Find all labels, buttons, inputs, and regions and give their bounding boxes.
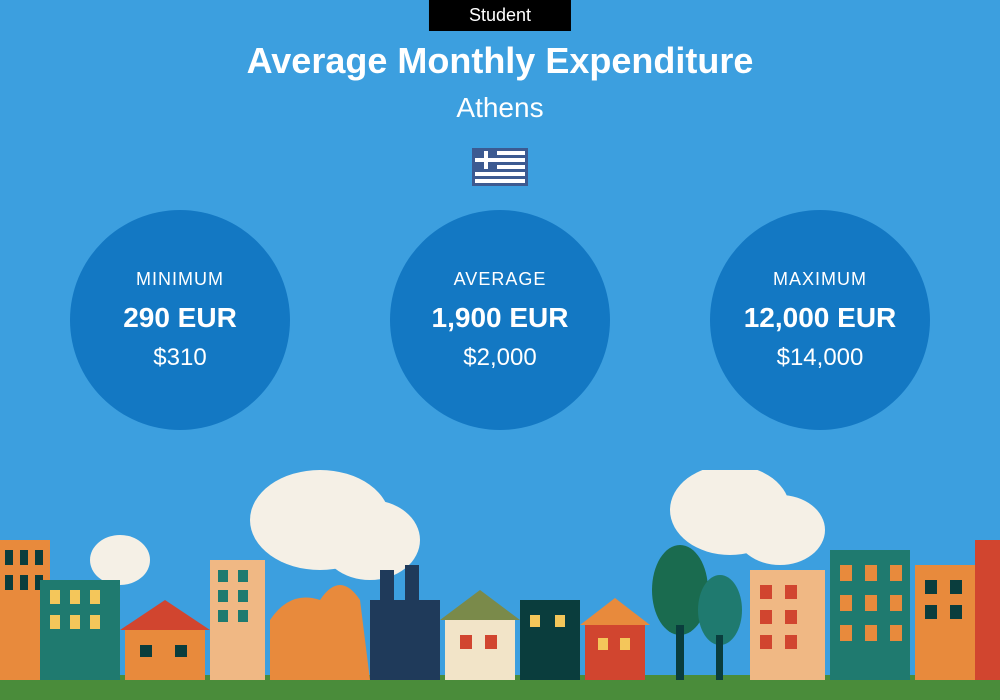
card-label: MINIMUM xyxy=(136,269,224,290)
category-badge: Student xyxy=(429,0,571,31)
city-name: Athens xyxy=(0,92,1000,124)
card-usd: $2,000 xyxy=(463,344,536,372)
card-eur: 1,900 EUR xyxy=(432,302,569,334)
badge-text: Student xyxy=(469,5,531,25)
card-eur: 12,000 EUR xyxy=(744,302,897,334)
page-title: Average Monthly Expenditure xyxy=(0,40,1000,82)
card-eur: 290 EUR xyxy=(123,302,237,334)
card-average: AVERAGE 1,900 EUR $2,000 xyxy=(390,210,610,430)
card-label: MAXIMUM xyxy=(773,269,867,290)
card-usd: $14,000 xyxy=(777,344,864,372)
cityscape-illustration xyxy=(0,470,1000,700)
expenditure-cards: MINIMUM 290 EUR $310 AVERAGE 1,900 EUR $… xyxy=(0,210,1000,430)
card-usd: $310 xyxy=(153,344,206,372)
card-maximum: MAXIMUM 12,000 EUR $14,000 xyxy=(710,210,930,430)
card-minimum: MINIMUM 290 EUR $310 xyxy=(70,210,290,430)
greece-flag-icon xyxy=(472,148,528,186)
card-label: AVERAGE xyxy=(454,269,547,290)
